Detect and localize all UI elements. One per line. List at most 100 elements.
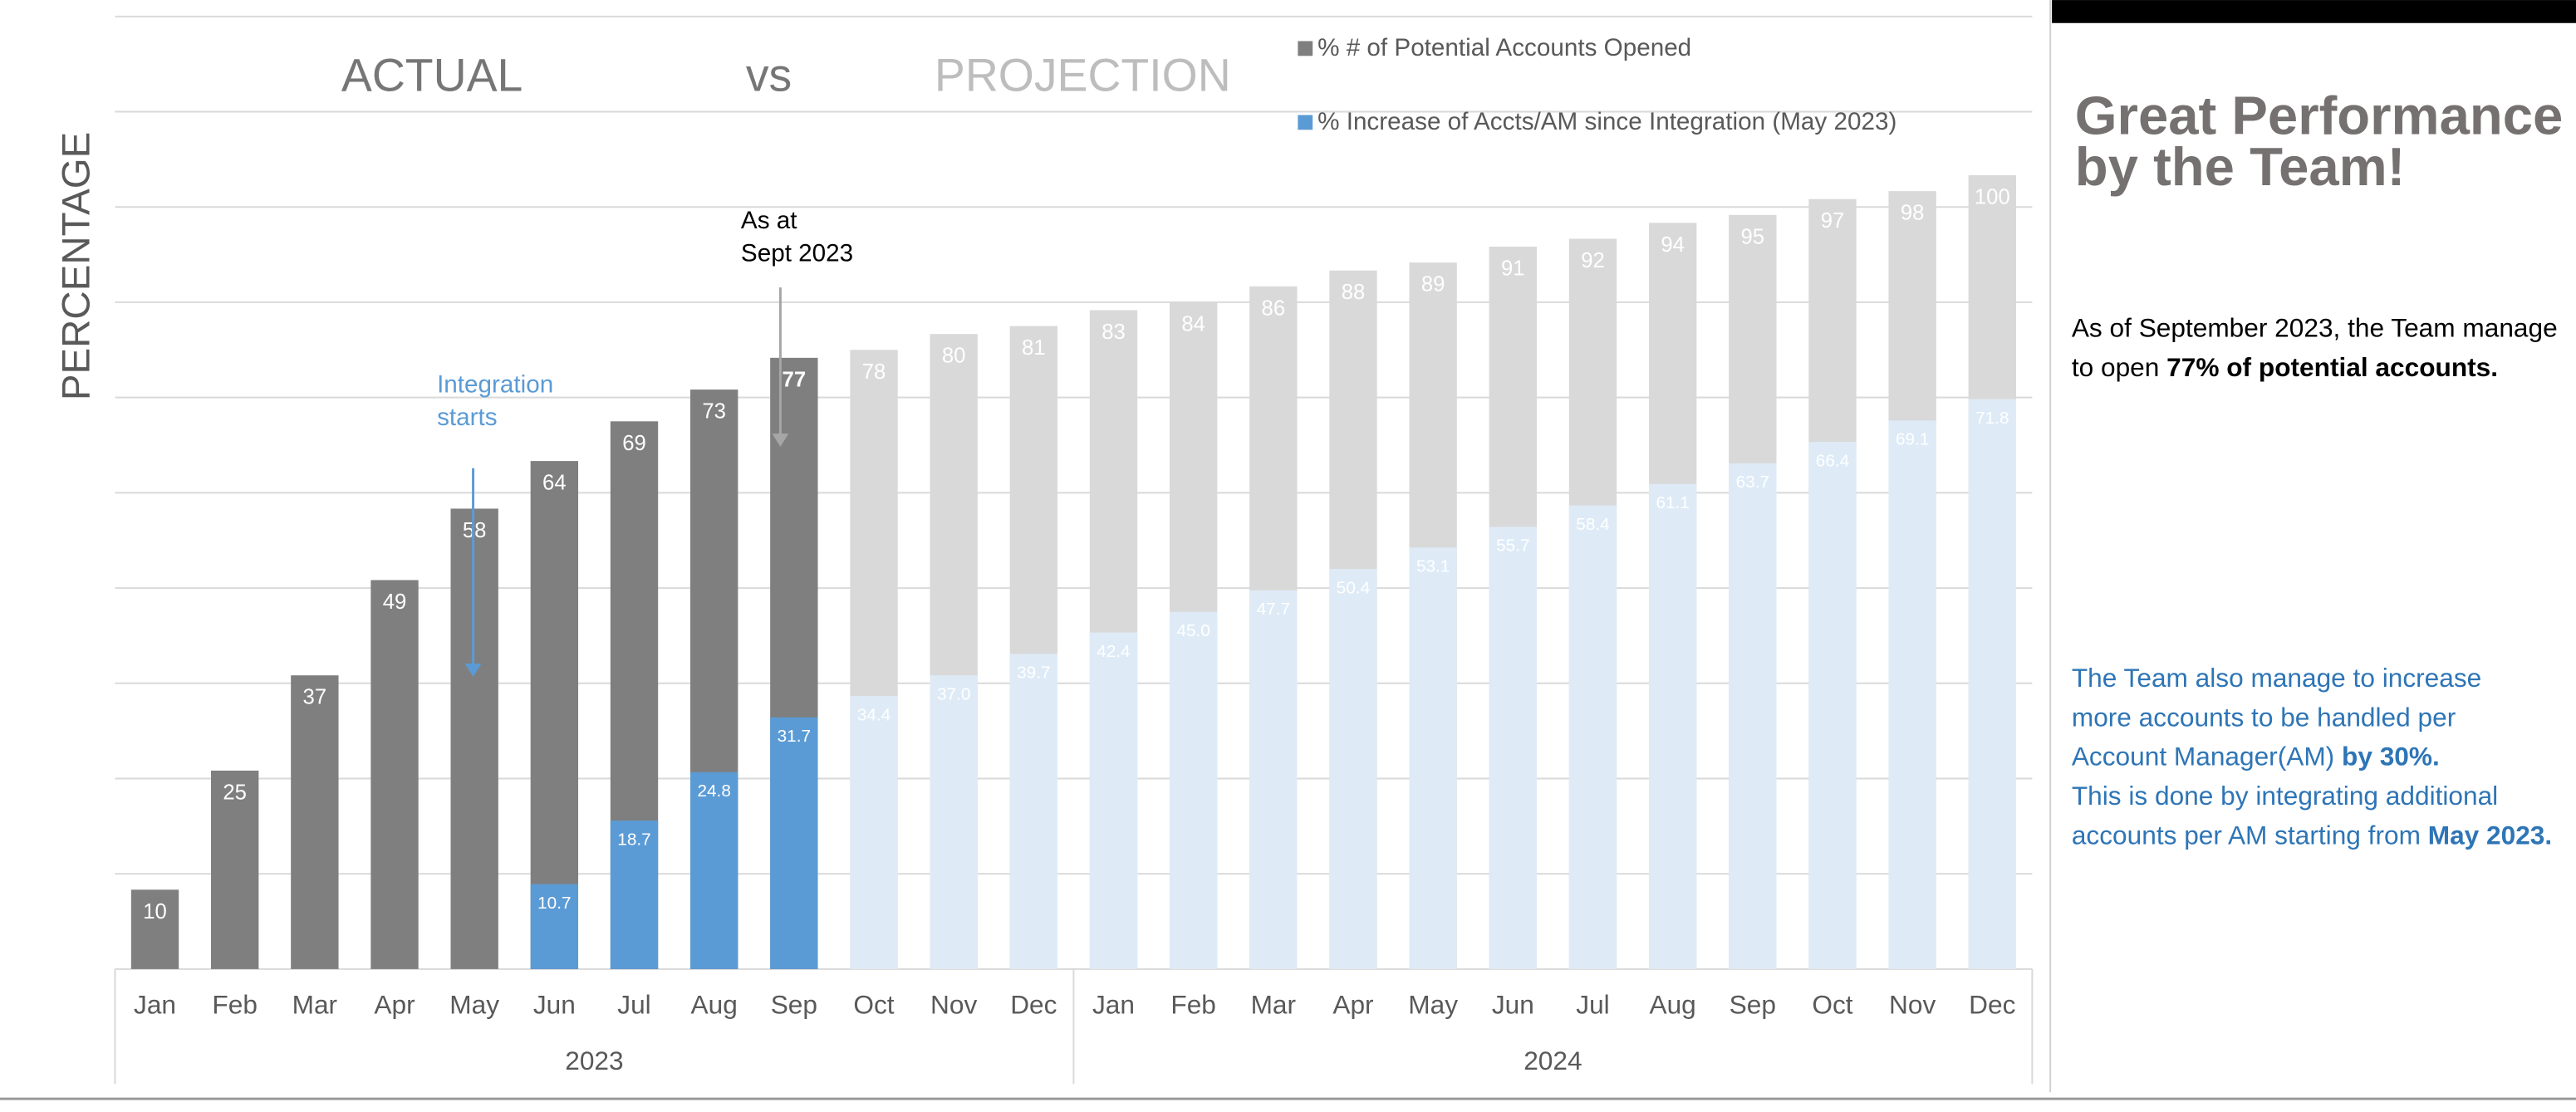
x-tick-label: Jun <box>533 990 576 1020</box>
data-label: 84 <box>1181 312 1205 336</box>
data-label: 94 <box>1661 233 1685 257</box>
text-segment: 77% of potential accounts. <box>2166 352 2498 382</box>
data-label: 77 <box>783 368 807 391</box>
legend-swatch <box>1298 115 1313 130</box>
x-tick-label: Jan <box>134 990 176 1020</box>
bar <box>1169 611 1218 969</box>
arrow-head <box>772 434 789 447</box>
data-label: 58 <box>463 519 487 542</box>
bar <box>610 821 659 969</box>
x-tick-label: Jun <box>1492 990 1534 1020</box>
panel-title: by the Team! <box>2075 136 2406 197</box>
bar <box>1888 420 1936 969</box>
data-label: 88 <box>1342 281 1366 304</box>
data-label: 80 <box>942 345 966 368</box>
panel-text: more accounts to be handled per <box>2072 703 2456 732</box>
text-segment: more accounts to be handled per <box>2072 703 2456 732</box>
x-tick-label: May <box>449 990 499 1020</box>
data-label: 64 <box>542 472 567 495</box>
data-label: 81 <box>1022 336 1046 360</box>
bar <box>1409 547 1457 969</box>
bar <box>1729 463 1777 969</box>
bar <box>1249 590 1298 969</box>
arrow-head <box>464 664 482 677</box>
annotation: Sept 2023 <box>741 239 853 267</box>
data-label: 98 <box>1901 202 1925 225</box>
bar <box>450 508 498 969</box>
panel-text: Account Manager(AM) by 30%. <box>2072 742 2440 772</box>
data-label: 73 <box>702 400 726 424</box>
text-segment: accounts per AM starting from <box>2072 821 2428 850</box>
x-tick-label: Oct <box>1812 990 1852 1020</box>
x-tick-label: Dec <box>1969 990 2015 1020</box>
x-tick-label: May <box>1408 990 1458 1020</box>
year-label: 2024 <box>1524 1046 1582 1075</box>
bar <box>1489 527 1537 969</box>
data-label: 69 <box>622 432 646 455</box>
x-tick-label: Feb <box>212 990 257 1020</box>
data-label: 91 <box>1501 257 1525 281</box>
data-label: 42.4 <box>1097 642 1130 661</box>
data-label: 31.7 <box>778 727 811 746</box>
data-label: 58.4 <box>1576 515 1609 534</box>
x-tick-label: Nov <box>1889 990 1936 1020</box>
x-tick-label: Nov <box>930 990 977 1020</box>
x-tick-label: Mar <box>1251 990 1296 1020</box>
x-tick-label: Aug <box>1650 990 1696 1020</box>
data-label: 63.7 <box>1736 473 1769 492</box>
x-tick-label: Aug <box>691 990 738 1020</box>
year-label: 2023 <box>565 1046 623 1075</box>
x-tick-label: Jul <box>1576 990 1609 1020</box>
panel-text: The Team also manage to increase <box>2072 663 2481 693</box>
text-segment: to open <box>2072 352 2166 382</box>
data-label: 55.7 <box>1496 536 1529 556</box>
x-tick-label: Feb <box>1170 990 1216 1020</box>
legend-swatch <box>1298 41 1313 56</box>
data-label: 69.1 <box>1896 430 1929 449</box>
annotation: Integration <box>437 371 553 399</box>
annotation: starts <box>437 404 498 431</box>
x-tick-label: Mar <box>292 990 337 1020</box>
panel-title: Great Performance <box>2075 86 2564 146</box>
bar <box>1009 654 1058 969</box>
data-label: 92 <box>1581 249 1605 272</box>
bar <box>211 770 259 969</box>
title-vs: vs <box>746 50 792 101</box>
bar <box>1329 569 1377 969</box>
data-label: 10.7 <box>537 894 571 913</box>
data-label: 78 <box>862 360 886 384</box>
data-label: 61.1 <box>1656 493 1689 512</box>
data-label: 66.4 <box>1816 451 1849 470</box>
bar <box>130 889 179 969</box>
bar <box>770 717 818 969</box>
bar <box>1568 505 1617 969</box>
panel-text: As of September 2023, the Team manage <box>2072 313 2558 343</box>
text-segment: by 30%. <box>2342 742 2440 772</box>
x-tick-label: Apr <box>1332 990 1373 1020</box>
data-label: 24.8 <box>697 781 730 801</box>
data-label: 47.7 <box>1257 600 1290 619</box>
data-label: 39.7 <box>1017 664 1050 683</box>
x-tick-label: Apr <box>374 990 415 1020</box>
x-tick-label: Jan <box>1092 990 1135 1020</box>
data-label: 53.1 <box>1416 557 1450 576</box>
bar <box>689 772 738 969</box>
data-label: 45.0 <box>1176 621 1209 640</box>
data-label: 37 <box>303 686 327 709</box>
data-label: 89 <box>1421 273 1445 296</box>
x-tick-label: Jul <box>617 990 650 1020</box>
title-actual: ACTUAL <box>341 50 523 101</box>
panel-text: This is done by integrating additional <box>2072 781 2498 811</box>
text-segment: As of September 2023, the Team manage <box>2072 313 2558 343</box>
bar <box>291 675 339 969</box>
text-segment: Account Manager(AM) <box>2072 742 2342 772</box>
data-label: 10 <box>143 900 167 923</box>
data-label: 34.4 <box>857 705 891 724</box>
data-label: 97 <box>1821 209 1845 233</box>
text-segment: The Team also manage to increase <box>2072 663 2481 693</box>
bar <box>530 884 579 969</box>
x-tick-label: Dec <box>1010 990 1057 1020</box>
bar <box>850 696 898 969</box>
x-tick-label: Sep <box>771 990 817 1020</box>
